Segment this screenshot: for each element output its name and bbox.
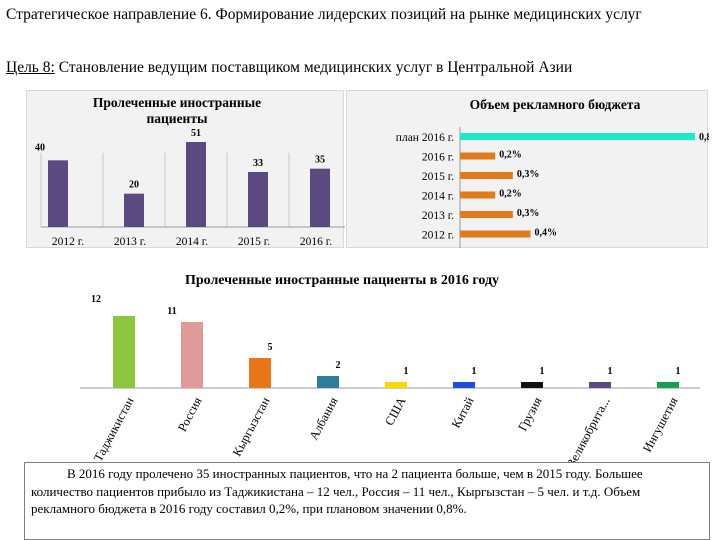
bar-value-label: 0,8% xyxy=(699,132,709,143)
budget-chart-panel: Объем рекламного бюджета план 2016 г. 0,8… xyxy=(346,90,720,248)
bar-value-label: 0,3% xyxy=(517,208,540,219)
y-tick-label: план 2016 г. xyxy=(396,132,454,144)
x-tick-label: Великобрита... xyxy=(564,395,613,462)
x-tick-label: Грузия xyxy=(515,395,544,434)
goal-prefix: Цель 8: xyxy=(6,59,55,76)
bar-value-label: 1 xyxy=(676,366,681,377)
x-tick-label: Албания xyxy=(307,395,341,443)
budget-chart-title: Объем рекламного бюджета xyxy=(470,97,641,112)
bar-value-label: 5 xyxy=(268,342,273,353)
x-tick-label: 2016 г. xyxy=(300,236,332,248)
bar-value-label: 0,4% xyxy=(535,228,558,239)
bar-value-label: 12 xyxy=(91,294,101,305)
bar-value-label: 1 xyxy=(540,366,545,377)
bar-value-label: 0,2% xyxy=(499,150,522,161)
x-tick-label: Таджикистан xyxy=(91,395,137,462)
bar-план 2016 г. xyxy=(460,133,695,140)
x-tick-label: Россия xyxy=(175,395,205,434)
bar-2016 г. xyxy=(310,168,330,227)
bar-value-label: 0,2% xyxy=(499,189,522,200)
bar-value-label: 51 xyxy=(191,128,201,139)
budget-chart: Объем рекламного бюджета план 2016 г. 0,8… xyxy=(396,97,720,248)
y-tick-label: 2013 г. xyxy=(422,210,454,222)
countries-chart: Пролеченные иностранные пациенты в 2016 … xyxy=(80,273,700,471)
bar-Великобрита... xyxy=(589,382,611,388)
bar-2014 г. xyxy=(460,191,496,199)
x-tick-label: Ингушетия xyxy=(640,395,681,455)
y-tick-label: 2016 г. xyxy=(422,152,454,164)
bar-2014 г. xyxy=(186,142,206,227)
patients-chart-panel: Пролеченные иностранные пациенты 40 2012 г… xyxy=(26,90,352,248)
countries-chart-panel: Пролеченные иностранные пациенты в 2016 … xyxy=(60,262,708,471)
x-tick-label: Кыргызстан xyxy=(230,395,273,459)
bar-2016 г. xyxy=(460,152,496,160)
bar-Грузия xyxy=(521,382,543,388)
bar-value-label: 20 xyxy=(129,180,139,191)
bar-Китай xyxy=(453,382,475,388)
y-tick-label: 2012 г. xyxy=(422,230,454,242)
countries-chart-title: Пролеченные иностранные пациенты в 2016 … xyxy=(185,273,499,288)
bar-Кыргызстан xyxy=(249,358,271,388)
bar-2015 г. xyxy=(248,172,268,227)
bar-value-label: 1 xyxy=(472,366,477,377)
bar-США xyxy=(385,382,407,388)
x-tick-label: 2014 г. xyxy=(176,236,208,248)
bar-value-label: 35 xyxy=(315,155,325,166)
bar-value-label: 0,3% xyxy=(517,169,540,180)
x-tick-label: 2012 г. xyxy=(52,236,84,248)
patients-chart: Пролеченные иностранные пациенты 40 2012 г… xyxy=(35,95,352,248)
x-tick-label: США xyxy=(382,395,408,428)
bar-value-label: 1 xyxy=(404,366,409,377)
x-tick-label: Китай xyxy=(449,395,477,431)
bar-value-label: 33 xyxy=(253,158,263,169)
bar-2013 г. xyxy=(460,211,513,218)
bar-value-label: 2 xyxy=(336,360,341,371)
bar-value-label: 11 xyxy=(167,306,176,317)
bar-2012 г. xyxy=(48,160,68,227)
bar-Россия xyxy=(181,322,203,388)
goal-line: Цель 8: Становление ведущим поставщиком … xyxy=(6,58,718,78)
bar-Ингушетия xyxy=(657,382,679,388)
summary-note: В 2016 году пролечено 35 иностранных пац… xyxy=(24,462,710,540)
y-tick-label: 2015 г. xyxy=(422,171,454,183)
bar-2013 г. xyxy=(124,193,144,227)
page-title: Стратегическое направление 6. Формирован… xyxy=(6,6,642,23)
goal-text: Становление ведущим поставщиком медицинс… xyxy=(54,59,573,76)
x-tick-label: 2013 г. xyxy=(114,236,146,248)
patients-chart-title: Пролеченные иностранные пациенты xyxy=(93,95,261,126)
bar-Таджикистан xyxy=(113,316,135,388)
y-tick-label: 2014 г. xyxy=(422,191,454,203)
bar-2015 г. xyxy=(460,172,513,179)
bar-value-label: 40 xyxy=(35,142,45,153)
bar-2012 г. xyxy=(460,230,531,238)
bar-value-label: 1 xyxy=(608,366,613,377)
bar-Албания xyxy=(317,376,339,388)
x-tick-label: 2015 г. xyxy=(238,236,270,248)
